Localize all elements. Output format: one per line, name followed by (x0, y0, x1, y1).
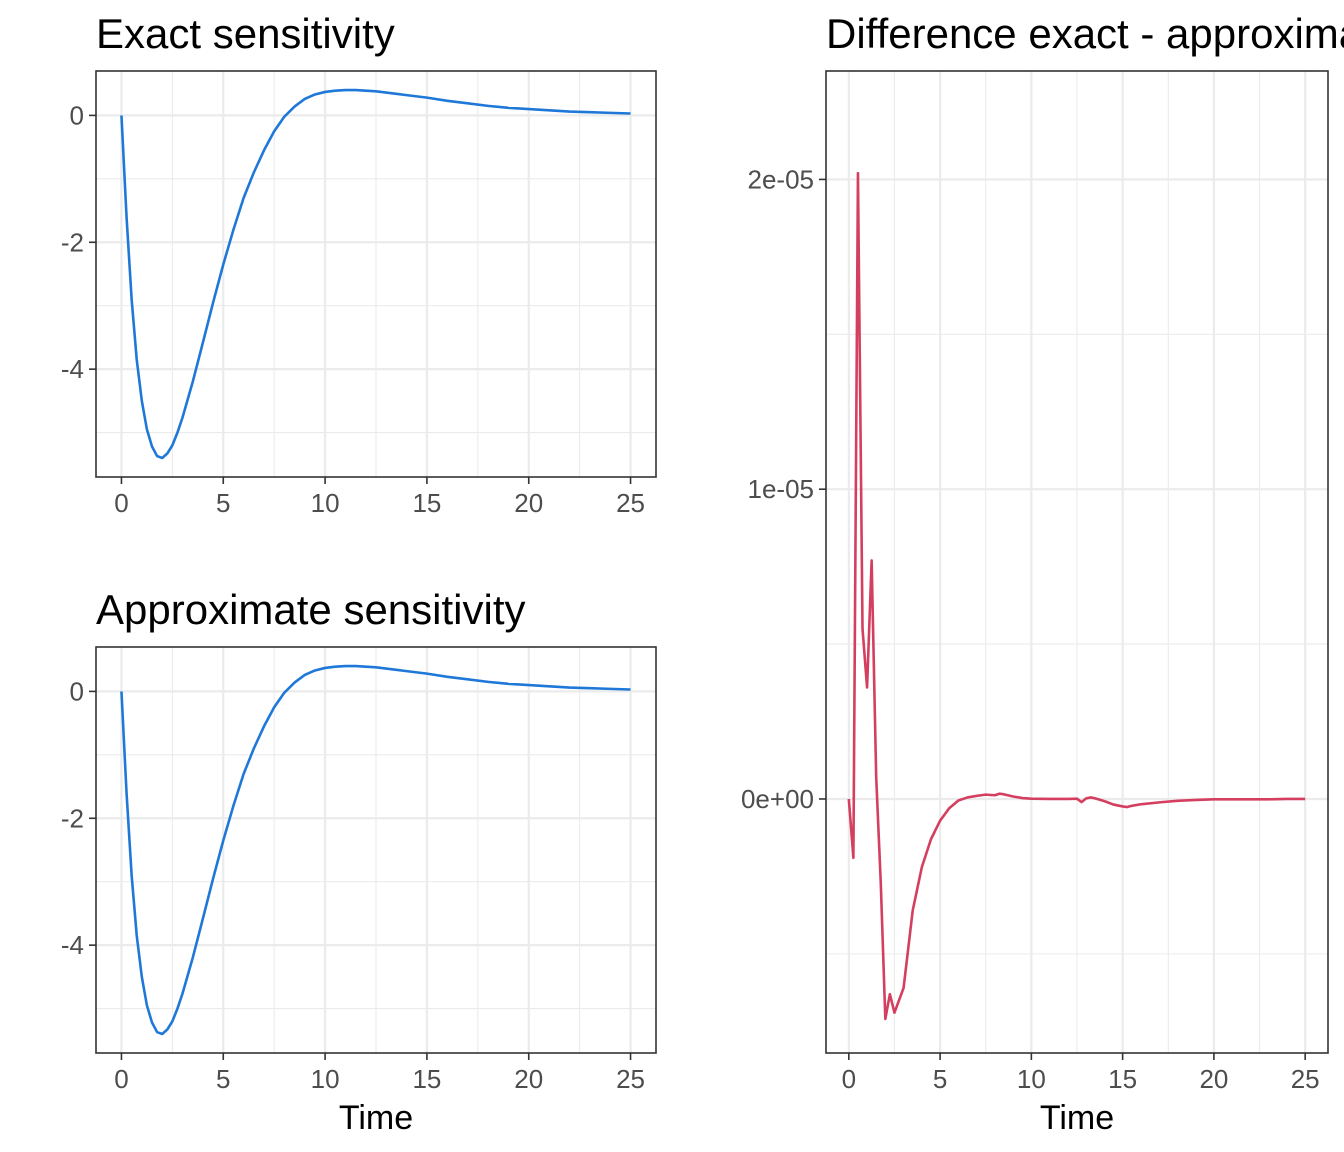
panel-border (825, 70, 1329, 1054)
y-tick-label: 0 (70, 676, 84, 706)
panel-2-x-axis-label: Time (339, 1099, 413, 1137)
panel-border (95, 646, 657, 1054)
y-tick-label: 1e-05 (748, 474, 815, 504)
series-line-0 (120, 664, 631, 1036)
x-tick-label: 15 (412, 488, 441, 518)
panel-2-title: Approximate sensitivity (96, 586, 526, 633)
x-tick-label: 25 (616, 488, 645, 518)
x-tick-label: 15 (1108, 1064, 1137, 1094)
x-tick-label: 0 (842, 1064, 856, 1094)
series-line-0 (120, 88, 631, 460)
series-line-0 (847, 171, 1306, 1021)
x-tick-label: 5 (216, 1064, 230, 1094)
panel-3-x-axis-label: Time (1040, 1099, 1114, 1137)
approximate-sensitivity-panel: 0 5 10 15 20 25 0 -2 -4 (61, 646, 657, 1094)
x-tick-label: 5 (216, 488, 230, 518)
y-tick-label: -4 (61, 354, 84, 384)
y-tick-label: 0 (70, 100, 84, 130)
x-tick-label: 10 (311, 488, 340, 518)
panel-3-title: Difference exact - approximate (826, 10, 1344, 57)
y-tick-label: -2 (61, 803, 84, 833)
x-tick-label: 25 (616, 1064, 645, 1094)
x-tick-label: 20 (1199, 1064, 1228, 1094)
x-tick-label: 20 (514, 1064, 543, 1094)
panel-border (95, 70, 657, 478)
y-tick-label: 0e+00 (741, 784, 814, 814)
x-tick-label: 0 (114, 1064, 128, 1094)
x-tick-label: 15 (412, 1064, 441, 1094)
x-tick-label: 10 (1017, 1064, 1046, 1094)
x-tick-label: 25 (1291, 1064, 1320, 1094)
x-tick-label: 10 (311, 1064, 340, 1094)
panel-1-title: Exact sensitivity (96, 10, 395, 57)
difference-panel: 0 5 10 15 20 25 2e-05 1e-05 0e+00 (741, 70, 1329, 1094)
x-tick-label: 5 (933, 1064, 947, 1094)
exact-sensitivity-panel: 0 5 10 15 20 25 0 -2 -4 (61, 70, 657, 518)
y-tick-label: -4 (61, 930, 84, 960)
x-tick-label: 0 (114, 488, 128, 518)
y-tick-label: 2e-05 (748, 164, 815, 194)
y-tick-label: -2 (61, 227, 84, 257)
x-tick-label: 20 (514, 488, 543, 518)
